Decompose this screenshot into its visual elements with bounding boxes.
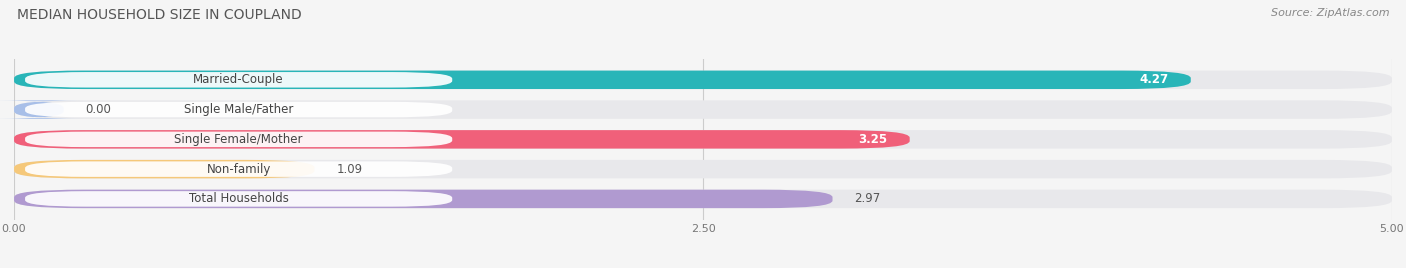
FancyBboxPatch shape — [14, 190, 1392, 208]
Text: Non-family: Non-family — [207, 163, 271, 176]
FancyBboxPatch shape — [25, 191, 453, 207]
FancyBboxPatch shape — [0, 100, 83, 119]
Text: 4.27: 4.27 — [1140, 73, 1168, 86]
Text: Single Female/Mother: Single Female/Mother — [174, 133, 302, 146]
FancyBboxPatch shape — [25, 161, 453, 177]
Text: 2.97: 2.97 — [855, 192, 880, 205]
Text: 3.25: 3.25 — [859, 133, 887, 146]
Text: Married-Couple: Married-Couple — [194, 73, 284, 86]
FancyBboxPatch shape — [14, 160, 1392, 178]
FancyBboxPatch shape — [14, 130, 910, 148]
FancyBboxPatch shape — [14, 100, 1392, 119]
FancyBboxPatch shape — [14, 70, 1191, 89]
Text: 1.09: 1.09 — [336, 163, 363, 176]
FancyBboxPatch shape — [14, 190, 832, 208]
Text: Source: ZipAtlas.com: Source: ZipAtlas.com — [1271, 8, 1389, 18]
FancyBboxPatch shape — [25, 132, 453, 147]
FancyBboxPatch shape — [25, 72, 453, 88]
Text: Total Households: Total Households — [188, 192, 288, 205]
FancyBboxPatch shape — [25, 102, 453, 117]
Text: MEDIAN HOUSEHOLD SIZE IN COUPLAND: MEDIAN HOUSEHOLD SIZE IN COUPLAND — [17, 8, 302, 22]
FancyBboxPatch shape — [14, 70, 1392, 89]
Text: Single Male/Father: Single Male/Father — [184, 103, 294, 116]
FancyBboxPatch shape — [14, 130, 1392, 148]
FancyBboxPatch shape — [14, 160, 315, 178]
Text: 0.00: 0.00 — [86, 103, 111, 116]
